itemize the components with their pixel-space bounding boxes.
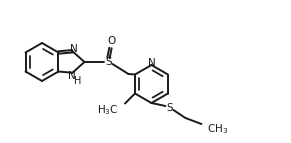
Text: H: H bbox=[74, 76, 81, 86]
Text: H$_3$C: H$_3$C bbox=[97, 104, 119, 117]
Text: S: S bbox=[166, 103, 173, 113]
Text: N: N bbox=[148, 58, 155, 68]
Text: S: S bbox=[105, 57, 112, 67]
Text: O: O bbox=[107, 36, 116, 46]
Text: N: N bbox=[68, 71, 75, 81]
Text: N: N bbox=[70, 44, 77, 54]
Text: CH$_3$: CH$_3$ bbox=[207, 122, 229, 136]
